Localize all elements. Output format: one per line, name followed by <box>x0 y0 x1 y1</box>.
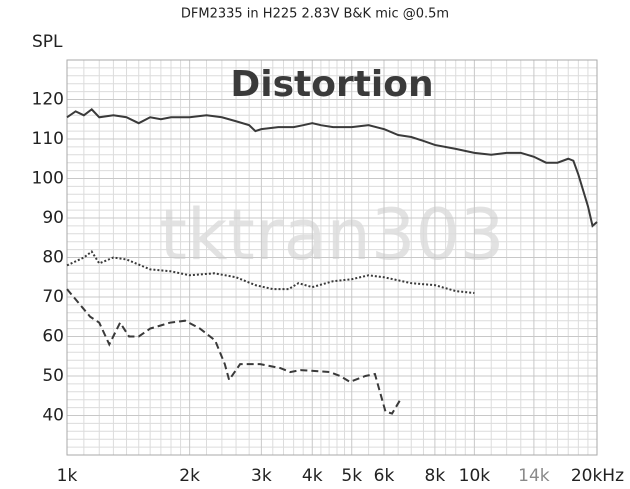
y-tick-label: 40 <box>42 406 64 426</box>
y-tick-label: 100 <box>32 169 64 189</box>
y-tick-label: 90 <box>42 208 64 228</box>
x-tick-label: 5k <box>341 466 362 486</box>
x-tick-label: 2k <box>179 466 200 486</box>
plot-frame <box>66 59 598 456</box>
y-tick-label: 60 <box>42 327 64 347</box>
data-line <box>66 288 402 415</box>
x-tick-label: 1k <box>57 466 78 486</box>
x-tick-label: 14k <box>518 466 550 486</box>
watermark: tktran303 <box>159 194 504 276</box>
y-tick-label: 70 <box>42 287 64 307</box>
y-tick-label: 120 <box>32 90 64 110</box>
data-line <box>66 108 598 228</box>
chart-title: DFM2335 in H225 2.83V B&K mic @0.5m <box>181 7 449 22</box>
data-line <box>66 250 475 295</box>
x-tick-label: 6k <box>374 466 395 486</box>
y-tick-label: 50 <box>42 366 64 386</box>
x-tick-label: 8k <box>425 466 446 486</box>
y-tick-label: 80 <box>42 248 64 268</box>
annotation: Distortion <box>230 64 433 105</box>
y-tick-label: 110 <box>32 129 64 149</box>
y-axis-label: SPL <box>32 32 63 52</box>
x-tick-label: 10k <box>459 466 491 486</box>
x-tick-label: 4k <box>302 466 323 486</box>
x-tick-label: 3k <box>251 466 272 486</box>
x-tick-label: 20kHz <box>571 466 624 486</box>
